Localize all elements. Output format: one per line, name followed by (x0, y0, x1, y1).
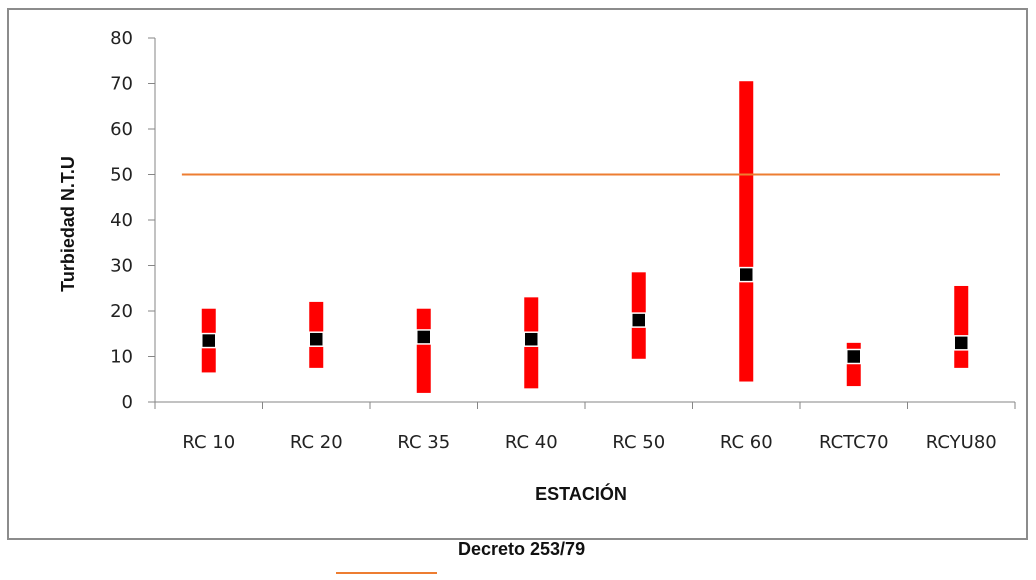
legend-label-decreto: Decreto 253/79 (458, 539, 585, 559)
y-tick-label: 80 (110, 28, 133, 49)
mean-marker (631, 312, 647, 328)
legend: Decreto 253/79 (336, 539, 585, 574)
y-tick-label: 0 (122, 392, 133, 413)
y-axis-title: Turbiedad N.T.U (58, 156, 78, 292)
x-tick-label: RCYU80 (926, 432, 997, 453)
range-bar (739, 81, 754, 382)
mean-marker (523, 331, 539, 347)
chart-frame (7, 8, 1028, 540)
x-axis: RC 10 RC 20 RC 35 RC 40 RC 50 RC 60 RCTC70 RCYU… (154, 401, 1016, 453)
x-tick-label: RC 20 (290, 432, 343, 453)
range-bar (954, 285, 969, 368)
y-axis: 0 10 20 30 40 50 60 70 80 (110, 28, 156, 413)
y-tick-label: 20 (110, 301, 133, 322)
mean-marker (201, 332, 217, 349)
mean-marker (953, 335, 969, 351)
y-tick-label: 70 (110, 74, 133, 95)
range-bar (416, 308, 431, 393)
range-bars (201, 81, 969, 393)
y-tick-label: 50 (110, 165, 133, 186)
mean-marker (416, 329, 432, 345)
x-tick-label: RCTC70 (819, 432, 889, 453)
mean-marker (308, 331, 324, 347)
x-tick-label: RC 10 (182, 432, 235, 453)
mean-marker (738, 266, 754, 283)
y-tick-label: 60 (110, 119, 133, 140)
y-tick-label: 40 (110, 210, 133, 231)
x-axis-title: ESTACIÓN (535, 483, 627, 504)
x-tick-label: RC 35 (397, 432, 450, 453)
x-tick-label: RC 60 (720, 432, 773, 453)
y-tick-label: 30 (110, 256, 133, 277)
x-tick-label: RC 50 (612, 432, 665, 453)
x-tick-label: RC 40 (505, 432, 558, 453)
y-tick-label: 10 (110, 347, 133, 368)
mean-marker (846, 348, 862, 365)
